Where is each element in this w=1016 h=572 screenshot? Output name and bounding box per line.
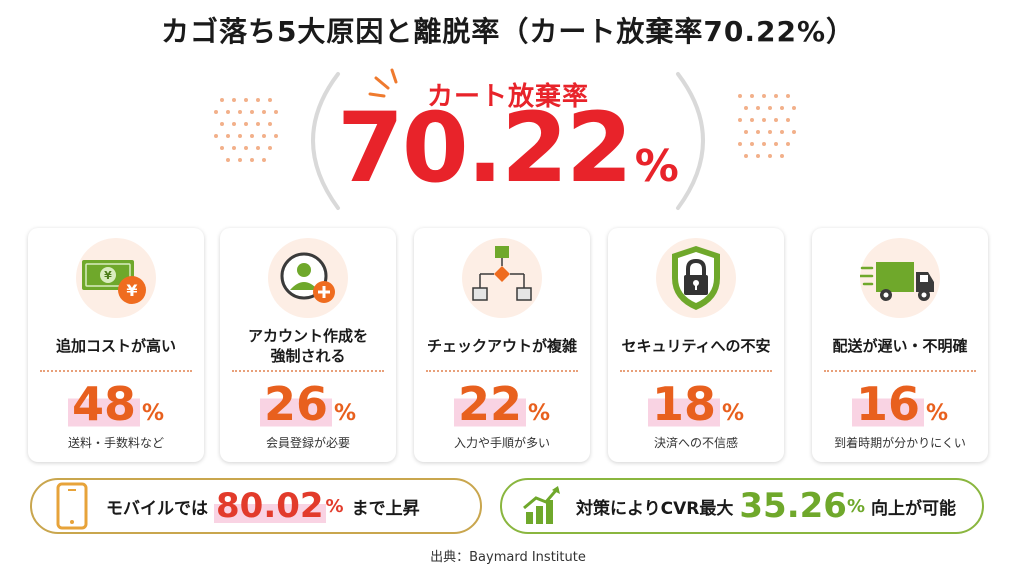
cause-card-forced-account: アカウント作成を 強制される 26% 会員登録が必要 [220, 228, 396, 462]
flowchart-icon [472, 246, 532, 301]
cvr-banner-prefix: 対策によりCVR最大 [576, 498, 734, 519]
card-percentage: 18% [608, 377, 784, 431]
card-subtitle: 入力や手順が多い [453, 436, 550, 450]
cvr-improvement-banner: 対策によりCVR最大 35.26% 向上が可能 [500, 478, 984, 534]
icon-circle [656, 238, 736, 318]
cvr-banner-text: 対策によりCVR最大 35.26% 向上が可能 [576, 480, 956, 532]
card-title: 追加コストが高い [32, 324, 200, 368]
shield-lock-icon [672, 246, 720, 310]
card-percentage-sign: % [333, 401, 357, 426]
icon-circle [462, 238, 542, 318]
cvr-banner-value: 35.26 [739, 486, 847, 526]
growth-chart-icon [523, 486, 560, 524]
cvr-banner-suffix: 向上が可能 [870, 498, 956, 519]
card-percentage-value: 18 [647, 377, 720, 431]
card-percentage-value: 22 [453, 377, 526, 431]
icon-circle: ¥ ¥ [76, 238, 156, 318]
cvr-banner-percent: % [846, 495, 865, 517]
card-subtitle: 到着時期が分かりにくい [834, 436, 966, 450]
cause-card-slow-delivery: 配送が遅い・不明確 16% 到着時期が分かりにくい [812, 228, 988, 462]
card-title-line: 追加コストが高い [55, 337, 176, 355]
card-subtitle: 決済への不信感 [653, 436, 738, 450]
card-title-line: アカウント作成を [247, 327, 368, 345]
cause-card-complex-checkout: チェックアウトが複雑 22% 入力や手順が多い [414, 228, 590, 462]
card-divider [426, 370, 578, 372]
cause-card-security: セキュリティへの不安 18% 決済への不信感 [608, 228, 784, 462]
mobile-banner-percent: % [325, 495, 344, 517]
mobile-banner-text: モバイルでは 80.02% まで上昇 [106, 480, 420, 532]
card-percentage: 26% [220, 377, 396, 431]
hero-decoration-graphic [214, 68, 796, 210]
mobile-banner-prefix: モバイルでは [106, 498, 208, 519]
left-bracket-arc [311, 72, 340, 210]
card-percentage-sign: % [925, 401, 949, 426]
card-percentage-sign: % [721, 401, 745, 426]
smartphone-icon [56, 482, 88, 530]
hero-label: カート放棄率 [426, 82, 589, 112]
mobile-banner-suffix: まで上昇 [351, 498, 420, 519]
card-title-line: 強制される [270, 347, 346, 365]
card-percentage-sign: % [141, 401, 165, 426]
card-title: 配送が遅い・不明確 [816, 324, 984, 368]
card-percentage-value: 16 [851, 377, 924, 431]
cause-card-additional-cost: ¥ ¥ 追加コストが高い 48% 送料・手数料など [28, 228, 204, 462]
card-title: セキュリティへの不安 [612, 324, 780, 368]
card-title: アカウント作成を 強制される [224, 324, 392, 368]
card-subtitle: 会員登録が必要 [265, 436, 350, 450]
svg-text:¥: ¥ [104, 269, 112, 282]
hero-value-number: 70.22 [337, 92, 633, 204]
hero-value: 70.22% [0, 100, 1016, 196]
dot-pattern-left [214, 98, 278, 162]
svg-text:¥: ¥ [126, 281, 137, 300]
card-percentage-sign: % [527, 401, 551, 426]
delivery-truck-icon [860, 262, 934, 301]
dot-pattern-right [738, 94, 796, 158]
card-divider [232, 370, 384, 372]
card-divider [40, 370, 192, 372]
card-title-line: セキュリティへの不安 [621, 337, 771, 355]
card-percentage-value: 26 [259, 377, 332, 431]
icon-circle [268, 238, 348, 318]
card-percentage: 22% [414, 377, 590, 431]
mobile-abandonment-banner: モバイルでは 80.02% まで上昇 [30, 478, 482, 534]
hero-section: カート放棄率 70.22% [0, 60, 1016, 220]
page-title: カゴ落ち5大原因と離脱率（カート放棄率70.22%） [160, 15, 856, 48]
hero-value-percent: % [634, 141, 679, 192]
card-percentage: 48% [28, 377, 204, 431]
source-citation: 出典：Baymard Institute [430, 550, 586, 565]
card-subtitle: 送料・手数料など [67, 436, 164, 450]
money-yen-icon: ¥ ¥ [82, 260, 146, 304]
icon-circle [860, 238, 940, 318]
card-title-line: 配送が遅い・不明確 [832, 337, 968, 355]
card-title-line: チェックアウトが複雑 [426, 337, 577, 355]
card-divider [824, 370, 976, 372]
card-percentage: 16% [812, 377, 988, 431]
cause-cards: ¥ ¥ 追加コストが高い 48% 送料・手数料など [28, 228, 990, 464]
mobile-banner-value: 80.02 [214, 486, 326, 526]
user-add-icon [280, 252, 335, 303]
card-percentage-value: 48 [67, 377, 140, 431]
card-divider [620, 370, 772, 372]
card-title: チェックアウトが複雑 [418, 324, 586, 368]
right-bracket-arc [676, 72, 705, 210]
sparkle-lines [368, 68, 398, 98]
